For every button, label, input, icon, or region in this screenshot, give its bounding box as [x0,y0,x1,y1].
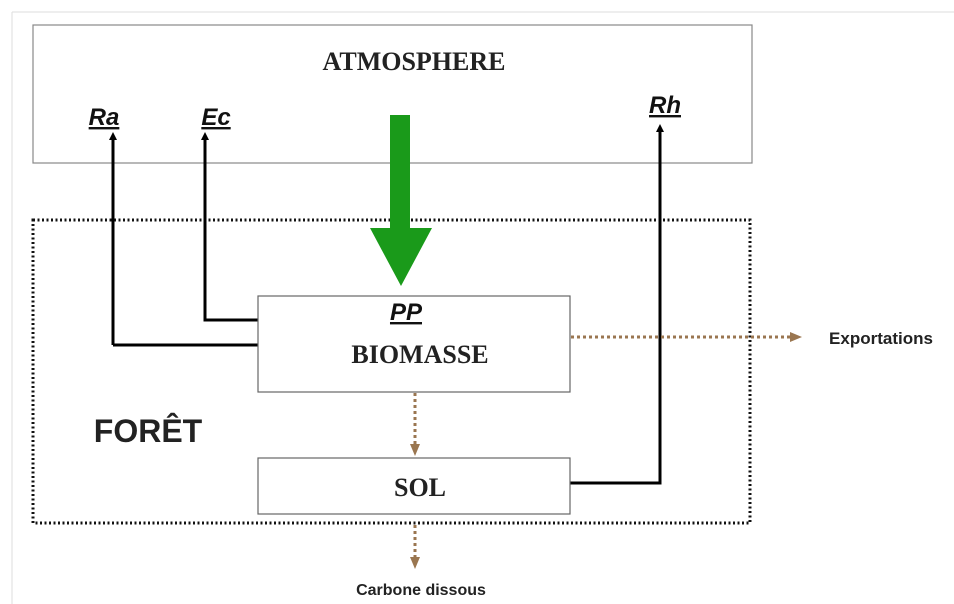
foret-label: FORÊT [94,413,203,449]
forest-box [31,218,752,525]
ra-label: Ra [89,104,120,131]
exportations-label: Exportations [829,329,933,348]
biomasse-label: BIOMASSE [351,340,488,369]
rh-label: Rh [649,92,681,119]
sol-box [257,457,571,515]
pp-label: PP [390,299,423,326]
ec-line [201,132,258,322]
ec-label: Ec [201,104,230,131]
biomasse-box [257,295,571,393]
atmosphere-label: ATMOSPHERE [323,47,506,76]
rh-line [570,124,664,485]
pp-arrow [370,115,432,286]
sol-label: SOL [394,473,446,502]
carbone-dissous-label: Carbone dissous [356,582,486,599]
